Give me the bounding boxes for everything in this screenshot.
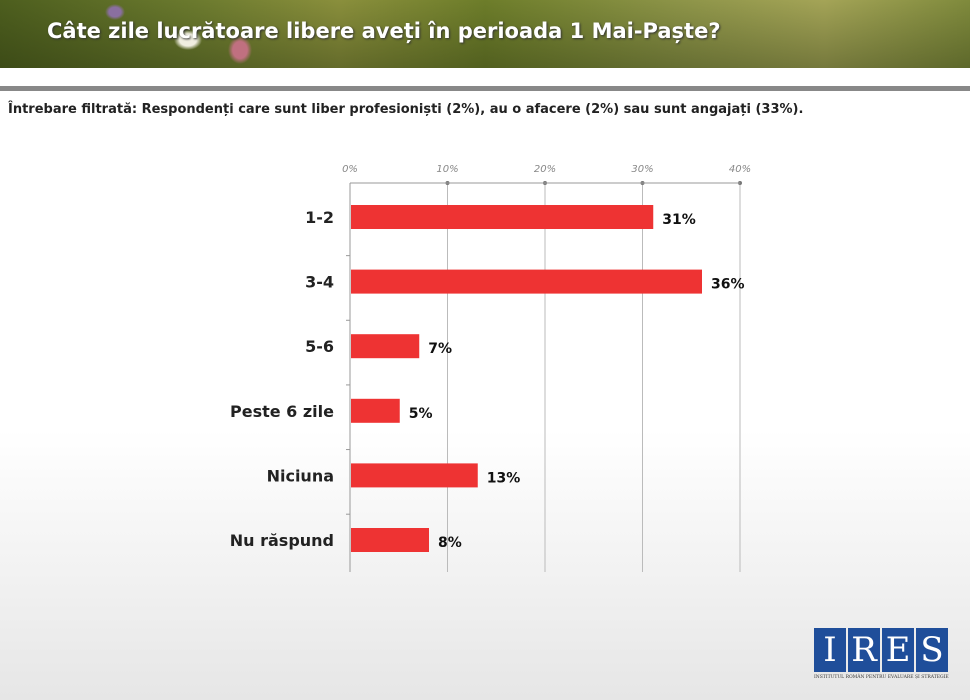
filter-note: Întrebare filtrată: Respondenți care sun… [8, 102, 804, 117]
category-label: Nu răspund [230, 531, 334, 550]
data-label: 8% [438, 535, 462, 551]
x-tick-label: 10% [436, 164, 458, 175]
bar [351, 205, 654, 229]
bar [351, 334, 420, 359]
bar [351, 463, 478, 488]
bar [351, 269, 702, 294]
data-label: 13% [487, 470, 521, 486]
category-label: 1-2 [305, 208, 334, 227]
logo-letter: S [916, 628, 948, 672]
logo-letter: I [814, 628, 846, 672]
category-label: Niciuna [267, 466, 334, 485]
x-tick-label: 0% [342, 164, 358, 175]
page-title: Câte zile lucrătoare libere aveți în per… [47, 19, 721, 43]
data-label: 36% [711, 277, 745, 293]
logo-letter: E [882, 628, 914, 672]
logo-tagline: INSTITUTUL ROMÂN PENTRU EVALUARE ȘI STRA… [814, 675, 949, 680]
data-label: 5% [409, 406, 433, 422]
data-label: 31% [662, 212, 696, 228]
bar [351, 398, 400, 423]
divider [0, 86, 970, 91]
bar [351, 528, 429, 552]
data-label: 7% [428, 341, 452, 357]
x-tick-label: 40% [729, 164, 751, 175]
category-label: 5-6 [305, 337, 334, 356]
category-label: 3-4 [305, 273, 334, 292]
category-label: Peste 6 zile [230, 402, 334, 421]
logo-letter: R [848, 628, 880, 672]
x-tick-label: 20% [534, 164, 556, 175]
header-banner: Câte zile lucrătoare libere aveți în per… [0, 0, 970, 68]
x-tick-label: 30% [631, 164, 653, 175]
